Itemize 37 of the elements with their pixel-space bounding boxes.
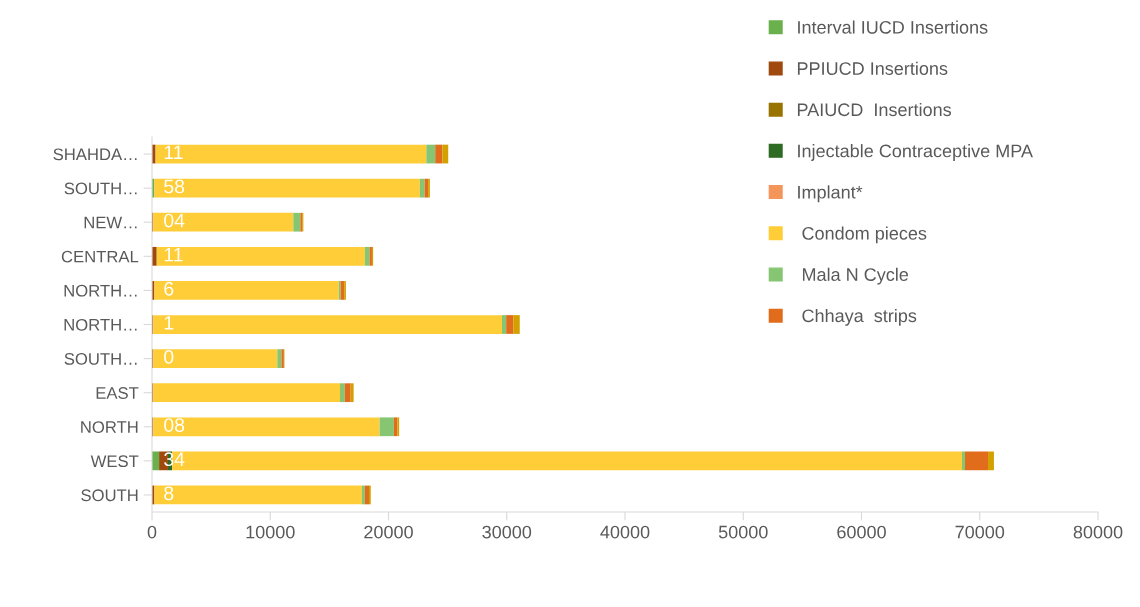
y-tick-label: WEST	[90, 455, 139, 468]
annotation: 1	[164, 316, 174, 330]
x-tick-label: 10000	[246, 525, 295, 539]
annotation: 04	[164, 213, 185, 228]
y-tick-label: SOUTH…	[64, 182, 137, 195]
annotation: 08	[164, 418, 185, 432]
x-tick-label: 50000	[718, 525, 768, 539]
x-tick-label: 20000	[364, 525, 413, 539]
annotation: 6	[164, 281, 174, 296]
legend-label: Chhaya strips	[802, 308, 917, 326]
y-tick-label: NORTH…	[64, 318, 137, 331]
y-tick-label: NEW…	[84, 216, 137, 229]
legend-label: Interval IUCD Insertions	[798, 20, 988, 34]
legend-label: PPIUCD Insertions	[797, 61, 948, 75]
legend-label: PAIUCD Insertions	[797, 102, 952, 117]
annotation: 58	[164, 179, 185, 194]
x-tick-label: 0	[147, 525, 157, 539]
legend-label: Mala N Cycle	[802, 267, 909, 285]
y-tick-label: NORTH…	[64, 284, 137, 297]
annotation: 11	[164, 247, 183, 262]
x-tick-label: 30000	[482, 525, 532, 539]
legend-label: Condom pieces	[802, 226, 927, 244]
x-tick-label: 60000	[837, 525, 886, 539]
legend-label: Injectable Contraceptive MPA	[798, 144, 1033, 161]
legend-label: Implant*	[798, 185, 863, 203]
y-tick-label: CENTRAL	[61, 250, 139, 263]
x-tick-label: 70000	[955, 525, 1005, 539]
y-tick-label: SOUTH…	[64, 352, 137, 365]
annotation: 11	[164, 145, 183, 160]
annotation: 0	[164, 350, 174, 364]
y-tick-label: SOUTH	[81, 489, 138, 502]
y-tick-label: SHAHDA…	[53, 148, 137, 161]
x-tick-label: 80000	[1073, 525, 1123, 539]
y-tick-label: NORTH	[81, 421, 138, 433]
annotation: 8	[164, 486, 174, 501]
x-tick-label: 40000	[600, 525, 650, 539]
y-tick-label: EAST	[96, 387, 139, 399]
